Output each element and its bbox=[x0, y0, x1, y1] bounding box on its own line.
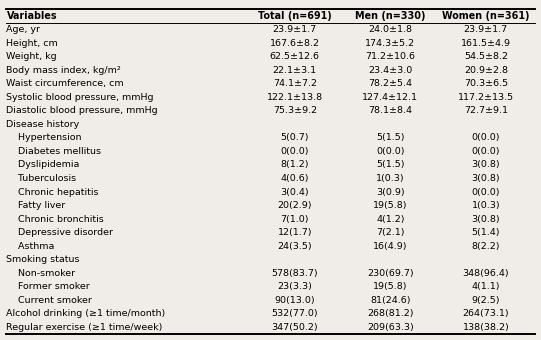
Text: Disease history: Disease history bbox=[6, 120, 80, 129]
Text: Chronic bronchitis: Chronic bronchitis bbox=[6, 215, 104, 223]
Text: 81(24.6): 81(24.6) bbox=[370, 295, 411, 305]
Text: Current smoker: Current smoker bbox=[6, 295, 93, 305]
Text: 7(2.1): 7(2.1) bbox=[376, 228, 405, 237]
Text: 23.9±1.7: 23.9±1.7 bbox=[464, 26, 508, 34]
Text: 78.2±5.4: 78.2±5.4 bbox=[368, 80, 412, 88]
Text: Asthma: Asthma bbox=[6, 241, 55, 251]
Text: Non-smoker: Non-smoker bbox=[6, 269, 76, 277]
Text: 3(0.8): 3(0.8) bbox=[472, 215, 500, 223]
Text: Regular exercise (≥1 time/week): Regular exercise (≥1 time/week) bbox=[6, 323, 163, 332]
Text: 0(0.0): 0(0.0) bbox=[472, 134, 500, 142]
Text: 16(4.9): 16(4.9) bbox=[373, 241, 407, 251]
Text: 7(1.0): 7(1.0) bbox=[281, 215, 309, 223]
Text: 74.1±7.2: 74.1±7.2 bbox=[273, 80, 317, 88]
Text: 20.9±2.8: 20.9±2.8 bbox=[464, 66, 508, 75]
Text: 5(1.4): 5(1.4) bbox=[472, 228, 500, 237]
Text: 167.6±8.2: 167.6±8.2 bbox=[270, 39, 320, 48]
Text: 90(13.0): 90(13.0) bbox=[274, 295, 315, 305]
Text: 3(0.9): 3(0.9) bbox=[376, 188, 405, 197]
Text: 8(1.2): 8(1.2) bbox=[281, 160, 309, 169]
Text: 4(1.1): 4(1.1) bbox=[472, 282, 500, 291]
Text: 161.5±4.9: 161.5±4.9 bbox=[461, 39, 511, 48]
Text: 122.1±13.8: 122.1±13.8 bbox=[267, 93, 323, 102]
Text: Weight, kg: Weight, kg bbox=[6, 52, 57, 62]
Text: 532(77.0): 532(77.0) bbox=[272, 309, 318, 318]
Text: 1(0.3): 1(0.3) bbox=[472, 201, 500, 210]
Text: 230(69.7): 230(69.7) bbox=[367, 269, 414, 277]
Text: Systolic blood pressure, mmHg: Systolic blood pressure, mmHg bbox=[6, 93, 154, 102]
Text: 9(2.5): 9(2.5) bbox=[472, 295, 500, 305]
Text: 12(1.7): 12(1.7) bbox=[278, 228, 312, 237]
Text: 19(5.8): 19(5.8) bbox=[373, 201, 407, 210]
Text: 54.5±8.2: 54.5±8.2 bbox=[464, 52, 508, 62]
Text: 174.3±5.2: 174.3±5.2 bbox=[365, 39, 415, 48]
Text: 22.1±3.1: 22.1±3.1 bbox=[273, 66, 317, 75]
Text: 3(0.8): 3(0.8) bbox=[472, 160, 500, 169]
Text: Women (n=361): Women (n=361) bbox=[442, 11, 530, 21]
Text: 23(3.3): 23(3.3) bbox=[278, 282, 312, 291]
Text: 71.2±10.6: 71.2±10.6 bbox=[365, 52, 415, 62]
Text: Smoking status: Smoking status bbox=[6, 255, 80, 264]
Text: Men (n=330): Men (n=330) bbox=[355, 11, 426, 21]
Text: Total (n=691): Total (n=691) bbox=[258, 11, 332, 21]
Text: Diastolic blood pressure, mmHg: Diastolic blood pressure, mmHg bbox=[6, 106, 158, 116]
Text: 3(0.8): 3(0.8) bbox=[472, 174, 500, 183]
Text: 23.4±3.0: 23.4±3.0 bbox=[368, 66, 412, 75]
Text: 19(5.8): 19(5.8) bbox=[373, 282, 407, 291]
Text: 23.9±1.7: 23.9±1.7 bbox=[273, 26, 317, 34]
Text: 70.3±6.5: 70.3±6.5 bbox=[464, 80, 508, 88]
Text: 24(3.5): 24(3.5) bbox=[278, 241, 312, 251]
Text: 4(0.6): 4(0.6) bbox=[281, 174, 309, 183]
Text: 62.5±12.6: 62.5±12.6 bbox=[270, 52, 320, 62]
Text: 5(1.5): 5(1.5) bbox=[376, 160, 405, 169]
Text: 127.4±12.1: 127.4±12.1 bbox=[362, 93, 418, 102]
Text: Alcohol drinking (≥1 time/month): Alcohol drinking (≥1 time/month) bbox=[6, 309, 166, 318]
Text: 3(0.4): 3(0.4) bbox=[281, 188, 309, 197]
Text: 78.1±8.4: 78.1±8.4 bbox=[368, 106, 412, 116]
Text: 268(81.2): 268(81.2) bbox=[367, 309, 413, 318]
Text: Variables: Variables bbox=[6, 11, 57, 21]
Text: 72.7±9.1: 72.7±9.1 bbox=[464, 106, 508, 116]
Text: 75.3±9.2: 75.3±9.2 bbox=[273, 106, 317, 116]
Text: Fatty liver: Fatty liver bbox=[6, 201, 66, 210]
Text: 578(83.7): 578(83.7) bbox=[272, 269, 318, 277]
Text: 4(1.2): 4(1.2) bbox=[376, 215, 405, 223]
Text: 20(2.9): 20(2.9) bbox=[278, 201, 312, 210]
Text: Waist circumference, cm: Waist circumference, cm bbox=[6, 80, 124, 88]
Text: 0(0.0): 0(0.0) bbox=[472, 188, 500, 197]
Text: 1(0.3): 1(0.3) bbox=[376, 174, 405, 183]
Text: Depressive disorder: Depressive disorder bbox=[6, 228, 114, 237]
Text: 8(2.2): 8(2.2) bbox=[472, 241, 500, 251]
Text: Former smoker: Former smoker bbox=[6, 282, 90, 291]
Text: 5(1.5): 5(1.5) bbox=[376, 134, 405, 142]
Text: 138(38.2): 138(38.2) bbox=[463, 323, 509, 332]
Text: 5(0.7): 5(0.7) bbox=[281, 134, 309, 142]
Text: 0(0.0): 0(0.0) bbox=[281, 147, 309, 156]
Text: Tuberculosis: Tuberculosis bbox=[6, 174, 77, 183]
Text: 117.2±13.5: 117.2±13.5 bbox=[458, 93, 514, 102]
Text: Height, cm: Height, cm bbox=[6, 39, 58, 48]
Text: 24.0±1.8: 24.0±1.8 bbox=[368, 26, 412, 34]
Text: Chronic hepatitis: Chronic hepatitis bbox=[6, 188, 99, 197]
Text: 0(0.0): 0(0.0) bbox=[472, 147, 500, 156]
Text: Body mass index, kg/m²: Body mass index, kg/m² bbox=[6, 66, 121, 75]
Text: 347(50.2): 347(50.2) bbox=[272, 323, 318, 332]
Text: Age, yr: Age, yr bbox=[6, 26, 41, 34]
Text: 209(63.3): 209(63.3) bbox=[367, 323, 414, 332]
Text: 0(0.0): 0(0.0) bbox=[376, 147, 405, 156]
Text: Diabetes mellitus: Diabetes mellitus bbox=[6, 147, 102, 156]
Text: Dyslipidemia: Dyslipidemia bbox=[6, 160, 80, 169]
Text: Hypertension: Hypertension bbox=[6, 134, 82, 142]
Text: 264(73.1): 264(73.1) bbox=[463, 309, 509, 318]
Text: 348(96.4): 348(96.4) bbox=[463, 269, 509, 277]
